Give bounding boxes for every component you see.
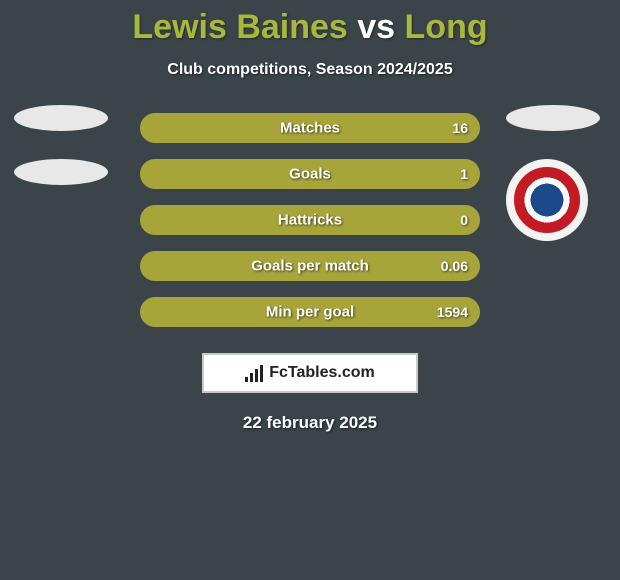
title-mid: vs [348,8,405,46]
stat-row-hattricks: Hattricks 0 [140,205,480,235]
stat-row-min-per-goal: Min per goal 1594 [140,297,480,327]
stat-row-goals: Goals 1 [140,159,480,189]
date-line: 22 february 2025 [0,413,620,433]
title-left: Lewis Baines [132,8,347,46]
brand-bars-icon [245,364,263,382]
player-badge-placeholder [506,105,600,131]
bar-value: 0 [460,212,468,228]
bar-label: Goals per match [251,258,369,275]
bar-value: 0.06 [441,258,468,274]
left-player-badges [14,105,114,213]
right-player-badges [506,105,606,241]
bar-value: 16 [452,120,468,136]
stat-row-goals-per-match: Goals per match 0.06 [140,251,480,281]
bar-label: Hattricks [278,212,342,229]
bar-label: Goals [289,166,331,183]
player-badge-placeholder [14,105,108,131]
brand-text: FcTables.com [269,364,375,382]
stat-row-matches: Matches 16 [140,113,480,143]
club-logo-inner [514,167,580,233]
comparison-chart: Matches 16 Goals 1 Hattricks 0 Goals per… [0,113,620,343]
player-badge-placeholder [14,159,108,185]
page-title: Lewis Baines vs Long [0,0,620,47]
title-right: Long [405,8,488,46]
bar-value: 1 [460,166,468,182]
brand-watermark: FcTables.com [202,353,418,393]
stat-bars: Matches 16 Goals 1 Hattricks 0 Goals per… [140,113,480,343]
bar-label: Matches [280,120,340,137]
subtitle: Club competitions, Season 2024/2025 [0,61,620,79]
bar-label: Min per goal [266,304,354,321]
bar-value: 1594 [437,304,468,320]
club-logo [506,159,588,241]
